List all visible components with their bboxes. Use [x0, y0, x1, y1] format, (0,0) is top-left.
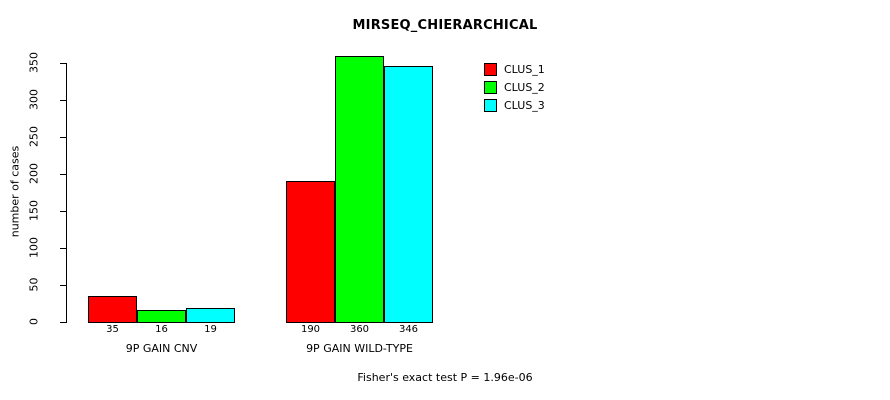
- y-axis-tick: [60, 248, 66, 249]
- bar-clus_2-2: [335, 56, 384, 323]
- bar-clus_3-1: [186, 308, 235, 323]
- bar-clus_1-2: [286, 181, 335, 323]
- chart-title: MIRSEQ_CHIERARCHICAL: [352, 18, 538, 33]
- x-axis-group-label: 9P GAIN CNV: [125, 342, 198, 355]
- legend-item-clus_2[interactable]: CLUS_2: [484, 78, 545, 96]
- legend-item-label: CLUS_2: [504, 80, 545, 94]
- bar-value-label: 19: [204, 324, 217, 335]
- y-axis-tick: [60, 174, 66, 175]
- chart-legend: CLUS_1 CLUS_2 CLUS_3: [484, 60, 545, 114]
- legend-swatch-icon: [484, 62, 497, 76]
- legend-item-label: CLUS_1: [504, 62, 545, 76]
- chart-annotation: Fisher's exact test P = 1.96e-06: [357, 371, 533, 384]
- legend-item-label: CLUS_3: [504, 98, 545, 112]
- bar-clus_1-1: [88, 296, 137, 323]
- y-axis-tick: [60, 322, 66, 323]
- y-axis-title: number of cases: [8, 145, 22, 238]
- legend-swatch-icon: [484, 98, 497, 112]
- y-axis-tick-label: 300: [27, 89, 41, 110]
- y-axis-tick: [60, 137, 66, 138]
- y-axis-tick-label: 100: [27, 237, 41, 258]
- bar-value-label: 16: [155, 324, 168, 335]
- bar-value-label: 190: [300, 324, 321, 335]
- y-axis-tick-label-wrap: 0: [14, 315, 54, 329]
- bar-value-label: 35: [106, 324, 119, 335]
- y-axis-tick: [60, 285, 66, 286]
- y-axis-tick-label: 200: [27, 163, 41, 184]
- bar-value-label: 346: [398, 324, 419, 335]
- y-axis-tick-label-wrap: 50: [14, 278, 54, 292]
- y-axis-tick-label: 0: [27, 318, 41, 325]
- y-axis-tick: [60, 100, 66, 101]
- bar-clus_3-2: [384, 66, 433, 323]
- y-axis-line: [66, 63, 67, 323]
- y-axis-tick-label-wrap: 300: [14, 89, 54, 110]
- y-axis-tick-label: 250: [27, 126, 41, 147]
- y-axis-tick-label: 150: [27, 200, 41, 221]
- legend-swatch-icon: [484, 80, 497, 94]
- y-axis-tick-label: 50: [27, 277, 41, 292]
- legend-item-clus_1[interactable]: CLUS_1: [484, 60, 545, 78]
- x-axis-group-label: 9P GAIN WILD-TYPE: [306, 342, 413, 355]
- bar-value-label: 360: [349, 324, 370, 335]
- y-axis-tick: [60, 63, 66, 64]
- bar-clus_2-1: [137, 310, 186, 323]
- y-axis-tick-label: 350: [27, 52, 41, 73]
- y-axis-tick-label-wrap: 350: [14, 52, 54, 73]
- legend-item-clus_3[interactable]: CLUS_3: [484, 96, 545, 114]
- y-axis-tick: [60, 211, 66, 212]
